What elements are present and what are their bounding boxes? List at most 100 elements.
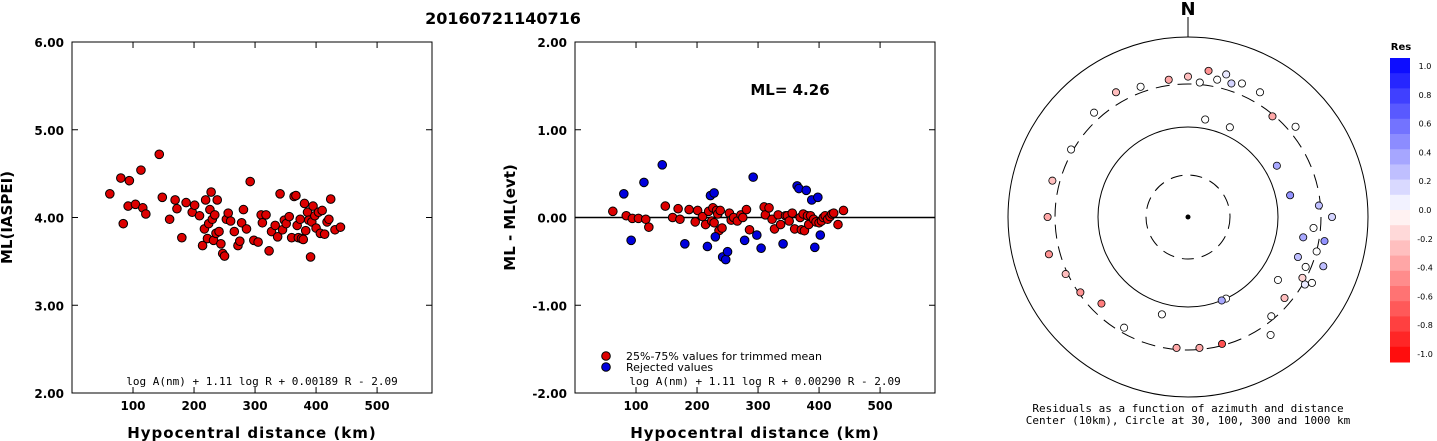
station-residual: [1266, 330, 1275, 339]
station-residual: [1256, 88, 1265, 97]
station-residual: [1097, 299, 1106, 308]
station-residual: [1218, 339, 1227, 348]
station-residual: [1112, 88, 1121, 97]
data-point: [189, 200, 200, 211]
legend-marker: [601, 351, 611, 361]
data-point: [253, 237, 263, 247]
station-residual: [1320, 237, 1329, 246]
station-residual: [1286, 191, 1295, 200]
station-residual: [1067, 145, 1076, 154]
station-residual: [1291, 122, 1300, 131]
colorbar-swatch: [1390, 58, 1410, 74]
data-point: [214, 226, 224, 237]
data-point: [118, 218, 129, 229]
station-residual: [1273, 275, 1282, 284]
y-axis-label: ML - ML(evt): [501, 164, 519, 270]
data-point: [136, 165, 146, 175]
data-point: [752, 230, 762, 240]
data-point: [833, 219, 843, 230]
data-point: [154, 149, 165, 160]
colorbar-tick-label: 0.0: [1419, 206, 1432, 215]
data-point: [710, 232, 721, 242]
plot-frame: [71, 41, 433, 394]
data-point: [717, 223, 727, 233]
station-residual: [1267, 312, 1276, 321]
data-point: [234, 236, 245, 246]
colorbar-tick-label: 0.2: [1419, 177, 1432, 186]
x-tick-label: 200: [182, 399, 207, 413]
x-axis-label: Hypocentral distance (km): [630, 424, 880, 441]
x-tick-label: 300: [746, 399, 771, 413]
colorbar-swatch: [1390, 73, 1410, 89]
data-point: [177, 232, 187, 243]
station-residual: [1225, 123, 1234, 132]
station-residual: [1299, 233, 1308, 242]
colorbar-swatch: [1390, 316, 1410, 333]
data-point: [741, 204, 752, 215]
data-point: [317, 205, 327, 216]
residual-vs-distance-panel: 100 200 300 400 500 -2.00 -1.00 0.00 1.00 2.00 Hyp…: [501, 36, 936, 441]
station-residual: [1280, 293, 1289, 302]
colorbar-swatch: [1390, 225, 1410, 241]
data-point: [241, 224, 252, 234]
colorbar-swatch: [1390, 134, 1410, 150]
data-point: [200, 195, 211, 205]
data-point: [660, 201, 671, 211]
colorbar-tick-label: 0.6: [1419, 120, 1432, 129]
station-residual: [1120, 323, 1129, 332]
station-residual: [1272, 161, 1281, 170]
data-point: [709, 217, 719, 228]
data-point: [690, 217, 701, 227]
data-point: [219, 251, 230, 261]
station-residual: [1044, 250, 1053, 259]
legend-label: 25%-75% values for trimmed mean: [626, 350, 822, 363]
x-tick-label: 500: [365, 399, 390, 413]
data-point: [657, 160, 668, 170]
data-point: [784, 216, 794, 226]
colorbar-swatch: [1390, 164, 1410, 181]
station-residual: [1090, 108, 1099, 117]
ring-30km: [1145, 174, 1231, 260]
data-point: [692, 205, 703, 216]
data-point: [264, 246, 274, 256]
data-point: [295, 214, 306, 225]
x-axis-label: Hypocentral distance (km): [127, 424, 377, 441]
azimuth-residual-panel: N Residuals as a function of azimuth and …: [1007, 0, 1369, 427]
data-point: [709, 188, 719, 198]
y-tick-label: 2.00: [537, 36, 567, 50]
colorbar-swatch: [1390, 194, 1410, 211]
y-tick-label: 3.00: [34, 299, 64, 313]
formula-text: log A(nm) + 1.11 log R + 0.00290 R - 2.0…: [629, 375, 901, 388]
colorbar-tick-label: -0.6: [1417, 292, 1433, 301]
data-point: [172, 203, 182, 214]
x-tick-label: 300: [243, 399, 268, 413]
data-point: [720, 254, 731, 265]
station-residual: [1312, 247, 1321, 256]
data-point: [238, 204, 249, 215]
data-point: [744, 224, 755, 235]
station-residual: [1195, 343, 1204, 352]
data-point: [324, 214, 334, 225]
station-residual: [1222, 70, 1231, 79]
colorbar-tick-label: 0.8: [1419, 91, 1432, 100]
data-point: [787, 208, 798, 218]
data-point: [236, 217, 247, 228]
ring-1000km: [1007, 36, 1369, 398]
data-point: [813, 192, 823, 203]
colorbar-tick-label: -1.0: [1417, 350, 1433, 359]
data-point: [257, 217, 268, 228]
data-point: [715, 205, 726, 216]
y-tick-label: -1.00: [532, 299, 567, 313]
x-tick-label: 100: [120, 399, 145, 413]
data-point: [209, 210, 220, 220]
station-residual: [1043, 212, 1052, 221]
residual-colorbar: Res 1.0 0.8 0.6 0.4 0.2 0.0 -0.2 -0.4 -0.6 -0.8 -1.…: [1390, 42, 1433, 363]
center-point: [1185, 214, 1191, 220]
data-point: [308, 201, 318, 211]
colorbar-swatch: [1390, 88, 1410, 105]
data-point: [298, 234, 309, 245]
station-residual: [1061, 270, 1070, 279]
colorbar-swatch: [1390, 240, 1410, 257]
formula-text: log A(nm) + 1.11 log R + 0.00189 R - 2.0…: [126, 375, 398, 388]
